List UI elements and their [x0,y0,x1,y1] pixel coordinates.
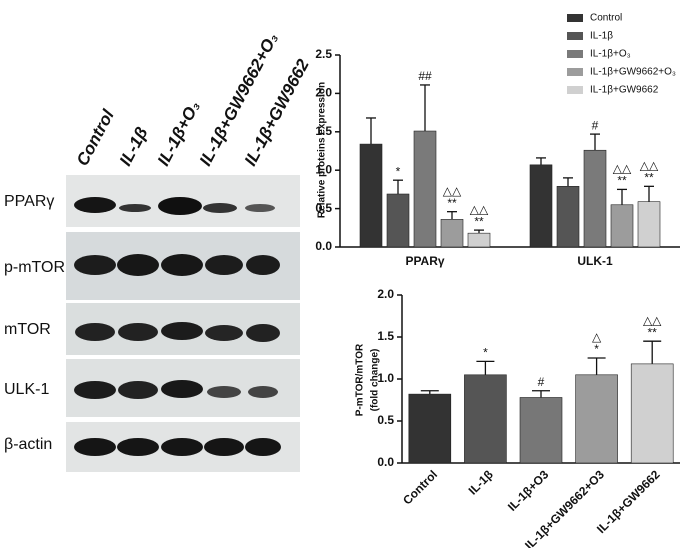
annotation: △△ [643,313,662,327]
band [118,381,158,399]
bar [440,219,464,248]
legend-label: IL-1β [590,31,613,42]
bar [408,393,452,464]
y-axis-label: (fold change) [370,349,381,412]
blot-column-label: IL-1β [116,124,152,169]
band [207,386,241,398]
band [246,324,280,342]
band [204,438,244,456]
band [74,438,116,456]
legend-label: Control [590,13,622,24]
y-tick-label: 1.5 [315,124,332,138]
legend-swatch [567,86,583,94]
band [245,204,275,212]
blot-row-label: mTOR [4,321,51,338]
legend-swatch [567,32,583,40]
blot-row-label: ULK-1 [4,381,49,398]
bar [637,201,661,248]
y-tick-label: 2.0 [377,287,394,301]
annotation: ** [648,325,658,339]
band [158,197,202,215]
y-tick-label: 2.5 [315,47,332,61]
legend-label: IL-1β+O₃ [590,49,631,60]
band [248,386,278,398]
x-tick-label: Control [400,467,440,507]
bar [359,143,383,248]
annotation: ** [617,174,627,188]
band [119,204,151,212]
x-tick-label: IL-1β [466,467,496,497]
y-axis-label: Relative proteins expression [317,82,328,218]
legend-swatch [567,14,583,22]
band [74,255,116,275]
blot-row-label: PPARγ [4,193,54,210]
blot-column-label: IL-1β+GW9662+O₃ [196,30,282,169]
bar [575,374,618,464]
x-tick-label: PPARγ [405,254,444,268]
y-axis-label: P-mTOR/mTOR [355,343,366,416]
y-tick-label: 0.0 [315,239,332,253]
legend-swatch [567,68,583,76]
blot-row-label: β-actin [4,436,52,453]
legend-swatch [567,50,583,58]
bar [529,164,553,248]
band [118,323,158,341]
bar [519,397,563,464]
band [74,197,116,213]
blot-row-label: p-mTOR [4,259,65,276]
x-tick-label: ULK-1 [577,254,613,268]
annotation: △△ [443,184,462,198]
band [205,325,243,341]
y-tick-label: 2.0 [315,86,332,100]
annotation: △△ [613,162,632,176]
bar [413,130,437,248]
bar [630,363,674,464]
band [117,438,159,456]
bar [610,204,634,248]
annotation: △△ [470,202,489,216]
band [246,255,280,275]
annotation: * [594,342,599,356]
annotation: * [483,346,488,360]
annotation: △ [592,330,602,344]
band [161,254,203,276]
legend-label: IL-1β+GW9662+O₃ [590,67,676,78]
bar [464,374,507,464]
annotation: * [396,164,401,178]
x-tick-label: IL-1β+O3 [505,467,552,514]
y-tick-label: 0.5 [377,413,394,427]
band [161,380,203,398]
bar [386,193,410,248]
bar [467,232,491,248]
band [203,203,237,213]
band [117,254,159,276]
blot [66,175,300,472]
blot-column-labels: Control IL-1β IL-1β+O₃ IL-1β+GW9662+O₃ I… [73,30,313,169]
y-tick-label: 1.0 [315,162,332,176]
y-tick-label: 0.5 [315,201,332,215]
band [161,322,203,340]
annotation: ** [644,170,654,184]
band [74,381,116,399]
bar [583,149,607,248]
band [161,438,203,456]
bar [556,186,580,248]
y-tick-label: 0.0 [377,455,394,469]
band [245,438,281,456]
annotation: ## [418,69,432,83]
y-tick-label: 1.0 [377,371,394,385]
annotation: ** [447,196,457,210]
annotation: # [592,118,599,132]
annotation: ** [474,214,484,228]
annotation: # [538,375,545,389]
y-tick-label: 1.5 [377,329,394,343]
annotation: △△ [640,158,659,172]
blot-column-label: Control [73,106,119,169]
legend-label: IL-1β+GW9662 [590,85,659,96]
band [75,323,115,341]
band [205,255,243,275]
